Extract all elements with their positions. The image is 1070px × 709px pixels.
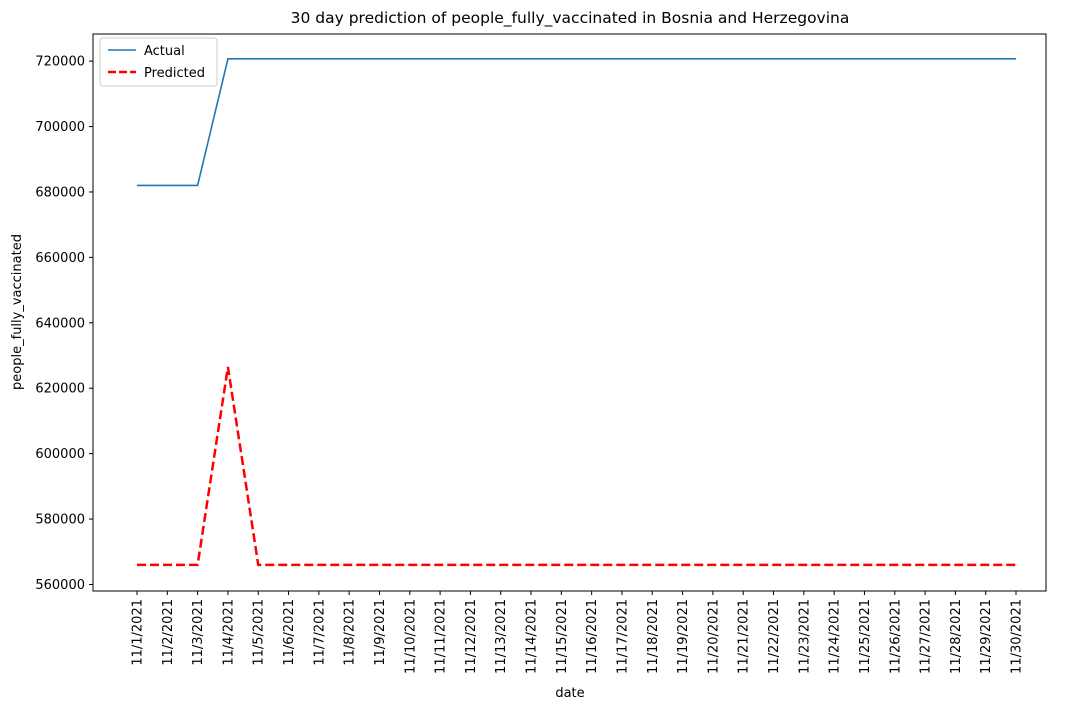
y-tick-label: 560000 (35, 578, 85, 593)
x-tick-label: 11/6/2021 (282, 599, 297, 666)
x-tick-label: 11/20/2021 (706, 599, 721, 674)
y-tick-label: 700000 (35, 120, 85, 135)
series-line-predicted (137, 366, 1016, 567)
plot-area (92, 33, 1047, 592)
x-tick-label: 11/16/2021 (585, 599, 600, 674)
x-tick-label: 11/26/2021 (888, 599, 903, 674)
x-tick-label: 11/30/2021 (1010, 599, 1025, 674)
x-tick-label: 11/23/2021 (797, 599, 812, 674)
y-tick-label: 640000 (35, 316, 85, 331)
x-tick-label: 11/2/2021 (161, 599, 176, 666)
x-tick-label: 11/11/2021 (434, 599, 449, 674)
x-tick-label: 11/3/2021 (191, 599, 206, 666)
legend-label-predicted: Predicted (144, 66, 205, 81)
y-tick-label: 660000 (35, 251, 85, 266)
x-tick-label: 11/29/2021 (979, 599, 994, 674)
x-axis-label: date (555, 686, 584, 701)
y-tick-label: 720000 (35, 55, 85, 70)
x-tick-label: 11/17/2021 (615, 599, 630, 674)
x-tick-label: 11/27/2021 (919, 599, 934, 674)
x-tick-label: 11/21/2021 (737, 599, 752, 674)
y-axis: 560000 580000 600000 620000 640000 660000 6800… (35, 55, 93, 593)
y-tick-label: 680000 (35, 185, 85, 200)
x-tick-label: 11/28/2021 (949, 599, 964, 674)
chart-title: 30 day prediction of people_fully_vaccin… (291, 9, 850, 28)
x-tick-label: 11/22/2021 (767, 599, 782, 674)
x-tick-label: 11/15/2021 (555, 599, 570, 674)
x-tick-label: 11/8/2021 (343, 599, 358, 666)
legend-label-actual: Actual (144, 44, 185, 59)
x-tick-label: 11/19/2021 (676, 599, 691, 674)
x-tick-label: 11/12/2021 (464, 599, 479, 674)
x-tick-label: 11/25/2021 (858, 599, 873, 674)
plot-frame (92, 33, 1047, 592)
y-tick-label: 580000 (35, 513, 85, 528)
x-tick-label: 11/1/2021 (131, 599, 146, 666)
series-line-actual (137, 58, 1016, 187)
x-tick-label: 11/14/2021 (525, 599, 540, 674)
x-tick-label: 11/13/2021 (494, 599, 509, 674)
series-layer (136, 58, 1017, 567)
x-tick-label: 11/5/2021 (252, 599, 267, 666)
y-tick-label: 620000 (35, 382, 85, 397)
x-tick-label: 11/4/2021 (221, 599, 236, 666)
x-tick-label: 11/18/2021 (646, 599, 661, 674)
y-tick-label: 600000 (35, 447, 85, 462)
y-axis-label: people_fully_vaccinated (10, 234, 25, 390)
legend: Actual Predicted (99, 37, 218, 87)
x-axis: 11/1/2021 11/2/2021 11/3/2021 11/4/2021 11/5… (131, 591, 1025, 674)
x-tick-label: 11/7/2021 (312, 599, 327, 666)
x-tick-label: 11/10/2021 (403, 599, 418, 674)
x-tick-label: 11/9/2021 (373, 599, 388, 666)
x-tick-label: 11/24/2021 (828, 599, 843, 674)
